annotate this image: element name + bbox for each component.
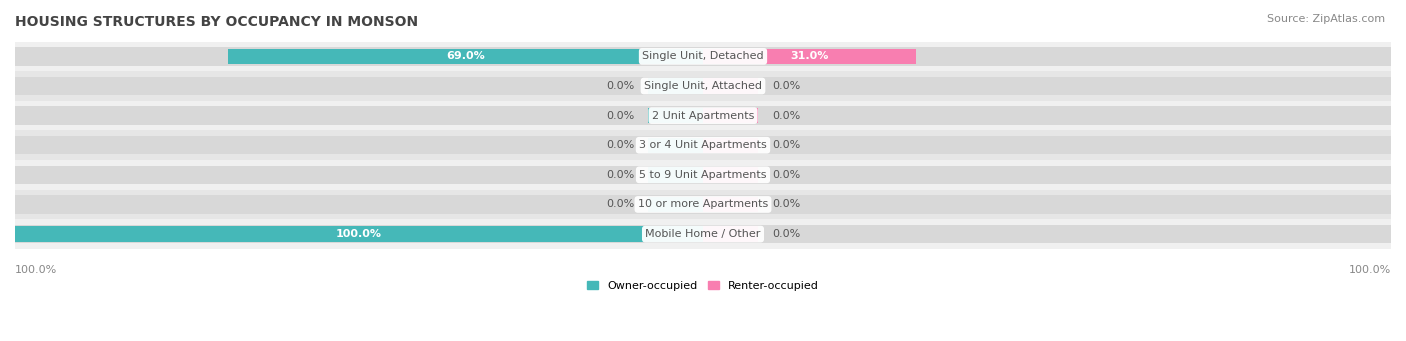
Bar: [15, 101, 1391, 130]
Bar: [703, 197, 758, 212]
Text: HOUSING STRUCTURES BY OCCUPANCY IN MONSON: HOUSING STRUCTURES BY OCCUPANCY IN MONSO…: [15, 15, 418, 29]
Text: 0.0%: 0.0%: [772, 81, 800, 91]
Bar: [703, 49, 917, 64]
Text: Single Unit, Attached: Single Unit, Attached: [644, 81, 762, 91]
Text: 0.0%: 0.0%: [606, 199, 634, 209]
Text: Source: ZipAtlas.com: Source: ZipAtlas.com: [1267, 14, 1385, 24]
Bar: [648, 167, 703, 182]
Text: 31.0%: 31.0%: [790, 51, 828, 61]
Bar: [648, 197, 703, 212]
Text: 0.0%: 0.0%: [606, 81, 634, 91]
Bar: [703, 78, 758, 94]
Bar: [15, 71, 1391, 101]
Bar: [15, 160, 1391, 190]
Text: 0.0%: 0.0%: [772, 170, 800, 180]
Bar: [15, 190, 1391, 219]
Bar: [15, 195, 1391, 214]
Text: 100.0%: 100.0%: [1348, 265, 1391, 275]
Text: 0.0%: 0.0%: [772, 229, 800, 239]
Text: 10 or more Apartments: 10 or more Apartments: [638, 199, 768, 209]
Text: Single Unit, Detached: Single Unit, Detached: [643, 51, 763, 61]
Bar: [15, 106, 1391, 125]
Bar: [703, 137, 758, 153]
Text: 5 to 9 Unit Apartments: 5 to 9 Unit Apartments: [640, 170, 766, 180]
Bar: [703, 226, 758, 242]
Text: 100.0%: 100.0%: [15, 265, 58, 275]
Text: 0.0%: 0.0%: [772, 199, 800, 209]
Bar: [15, 77, 1391, 95]
Bar: [15, 226, 703, 242]
Bar: [15, 136, 1391, 154]
Bar: [15, 219, 1391, 249]
Text: 100.0%: 100.0%: [336, 229, 382, 239]
Text: 2 Unit Apartments: 2 Unit Apartments: [652, 110, 754, 121]
Text: 0.0%: 0.0%: [772, 110, 800, 121]
Bar: [703, 167, 758, 182]
Bar: [15, 42, 1391, 71]
Bar: [648, 78, 703, 94]
Text: 3 or 4 Unit Apartments: 3 or 4 Unit Apartments: [640, 140, 766, 150]
Text: Mobile Home / Other: Mobile Home / Other: [645, 229, 761, 239]
Text: 0.0%: 0.0%: [606, 170, 634, 180]
Text: 0.0%: 0.0%: [606, 140, 634, 150]
Bar: [228, 49, 703, 64]
Bar: [648, 108, 703, 123]
Bar: [15, 47, 1391, 65]
Bar: [648, 137, 703, 153]
Bar: [15, 225, 1391, 243]
Bar: [15, 166, 1391, 184]
Text: 0.0%: 0.0%: [772, 140, 800, 150]
Bar: [703, 108, 758, 123]
Legend: Owner-occupied, Renter-occupied: Owner-occupied, Renter-occupied: [582, 276, 824, 295]
Bar: [15, 130, 1391, 160]
Text: 69.0%: 69.0%: [446, 51, 485, 61]
Text: 0.0%: 0.0%: [606, 110, 634, 121]
